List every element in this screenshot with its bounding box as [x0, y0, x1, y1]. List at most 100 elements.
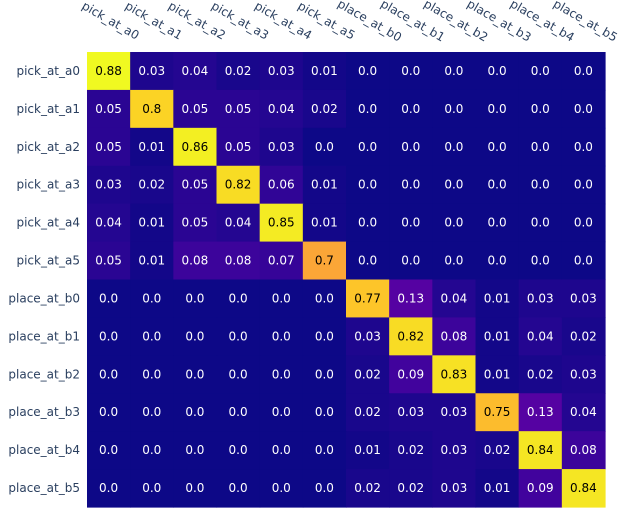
heatmap-cell [216, 393, 261, 432]
cell-value-label: 0.0 [229, 405, 248, 419]
cell-value-label: 0.0 [488, 140, 507, 154]
heatmap-cell [518, 355, 563, 394]
cell-value-label: 0.02 [138, 178, 165, 192]
x-axis-ticks: pick_at_a0pick_at_a1pick_at_a2pick_at_a3… [80, 0, 620, 45]
cell-value-label: 0.0 [444, 254, 463, 268]
cell-value-label: 0.0 [272, 481, 291, 495]
heatmap-cell [389, 279, 433, 319]
cell-value-label: 0.0 [358, 102, 377, 116]
heatmap-cell [346, 241, 390, 281]
heatmap-cell [130, 52, 174, 91]
heatmap-cell [518, 469, 563, 508]
cell-value-label: 0.0 [488, 64, 507, 78]
cell-value-label: 0.0 [531, 254, 550, 268]
heatmap-cell [475, 165, 520, 205]
heatmap-cell-labels: 0.88 0.03 0.04 0.02 0.03 0.01 0.0 0.0 0.0 0.0 0.0 0… [95, 64, 597, 495]
heatmap-cell [518, 127, 563, 167]
cell-value-label: 0.0 [99, 443, 118, 457]
heatmap-cell [130, 89, 174, 129]
heatmap-cell [389, 393, 433, 432]
cell-value-label: 0.0 [185, 405, 204, 419]
cell-value-label: 0.0 [142, 367, 161, 381]
cell-value-label: 0.0 [574, 254, 593, 268]
heatmap-cell [432, 165, 477, 205]
heatmap-cell [87, 279, 131, 319]
heatmap-cell [130, 203, 174, 243]
heatmap-cell [518, 203, 563, 243]
heatmap-cell [346, 317, 390, 356]
cell-value-label: 0.03 [441, 405, 468, 419]
heatmap-cell [389, 52, 433, 91]
cell-value-label: 0.02 [484, 443, 511, 457]
heatmap-cell [173, 203, 218, 243]
heatmap-cell [259, 241, 304, 281]
y-tick-label: pick_at_a2 [16, 140, 80, 154]
y-tick-label: place_at_b1 [8, 329, 80, 343]
cell-value-label: 0.03 [397, 405, 424, 419]
cell-value-label: 0.04 [570, 405, 597, 419]
heatmap-cell [302, 469, 347, 508]
cell-value-label: 0.0 [401, 140, 420, 154]
heatmap-cell [87, 89, 131, 129]
cell-value-label: 0.08 [570, 443, 597, 457]
cell-value-label: 0.0 [229, 481, 248, 495]
heatmap-cell [173, 469, 218, 508]
heatmap-cell [173, 89, 218, 129]
heatmap-cell [259, 165, 304, 205]
cell-value-label: 0.04 [441, 291, 468, 305]
heatmap-cell [432, 89, 477, 129]
cell-value-label: 0.0 [99, 329, 118, 343]
heatmap-cell [216, 89, 261, 129]
cell-value-label: 0.05 [182, 178, 209, 192]
cell-value-label: 0.01 [484, 481, 511, 495]
cell-value-label: 0.0 [315, 443, 334, 457]
cell-value-label: 0.02 [397, 481, 424, 495]
cell-value-label: 0.86 [182, 140, 209, 154]
cell-value-label: 0.0 [185, 481, 204, 495]
cell-value-label: 0.0 [531, 102, 550, 116]
heatmap-cell [475, 127, 520, 167]
cell-value-label: 0.82 [225, 178, 252, 192]
heatmap-cell [173, 317, 218, 356]
cell-value-label: 0.05 [225, 140, 252, 154]
heatmap-cell [216, 469, 261, 508]
heatmap-cell [302, 203, 347, 243]
heatmap-cell [389, 89, 433, 129]
heatmap-cell [173, 127, 218, 167]
cell-value-label: 0.07 [268, 254, 295, 268]
heatmap-cell [259, 355, 304, 394]
cell-value-label: 0.03 [441, 443, 468, 457]
heatmap-cell [87, 52, 131, 91]
cell-value-label: 0.0 [401, 102, 420, 116]
heatmap-cell [302, 317, 347, 356]
heatmap-cell [173, 393, 218, 432]
heatmap-cell [475, 52, 520, 91]
cell-value-label: 0.08 [441, 329, 468, 343]
cell-value-label: 0.88 [95, 64, 122, 78]
cell-value-label: 0.0 [99, 291, 118, 305]
cell-value-label: 0.0 [574, 140, 593, 154]
cell-value-label: 0.0 [401, 216, 420, 230]
heatmap-cell [561, 165, 606, 205]
heatmap-cell [389, 203, 433, 243]
heatmap-cell [561, 203, 606, 243]
cell-value-label: 0.0 [488, 254, 507, 268]
cell-value-label: 0.84 [570, 481, 597, 495]
heatmap-cell [130, 393, 174, 432]
cell-value-label: 0.01 [311, 64, 338, 78]
heatmap-cell [561, 431, 606, 470]
cell-value-label: 0.0 [272, 329, 291, 343]
cell-value-label: 0.02 [354, 367, 381, 381]
heatmap-cell [561, 393, 606, 432]
cell-value-label: 0.0 [531, 140, 550, 154]
heatmap-cell [346, 127, 390, 167]
cell-value-label: 0.06 [268, 178, 295, 192]
cell-value-label: 0.0 [142, 443, 161, 457]
heatmap-cell [130, 355, 174, 394]
cell-value-label: 0.02 [311, 102, 338, 116]
heatmap-cell [389, 431, 433, 470]
cell-value-label: 0.01 [138, 254, 165, 268]
heatmap-cell [87, 355, 131, 394]
cell-value-label: 0.0 [99, 367, 118, 381]
cell-value-label: 0.02 [527, 367, 554, 381]
